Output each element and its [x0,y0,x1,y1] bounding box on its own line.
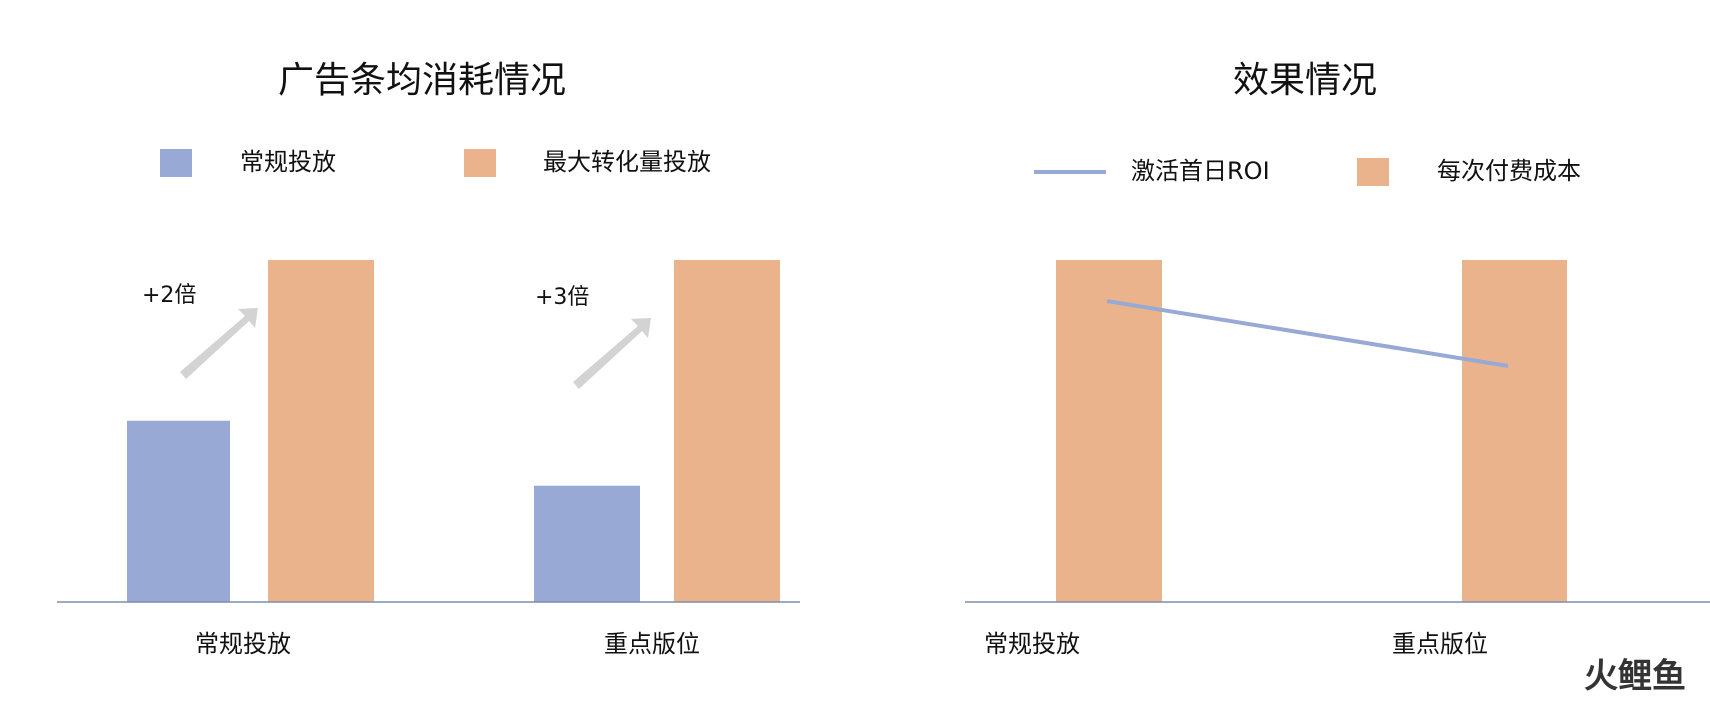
chart-title: 广告条均消耗情况 [278,60,566,101]
x-tick-label: 常规投放 [984,630,1080,658]
legend-swatch [160,149,192,177]
chart-title: 效果情况 [1233,60,1377,101]
x-tick-label: 重点版位 [604,630,700,658]
legend-label: 最大转化量投放 [543,148,711,176]
legend-label: 常规投放 [240,148,336,176]
bar [1056,260,1162,602]
arrow [180,308,258,379]
legend-swatch [1357,158,1389,186]
legend-label: 激活首日ROI [1131,157,1270,185]
bar [674,260,780,602]
arrow [573,318,651,389]
bar [127,420,230,602]
x-tick-label: 常规投放 [195,630,291,658]
line [1106,299,1509,368]
bar [268,260,374,602]
annotation: +2倍 [142,283,196,308]
legend-swatch [464,149,496,177]
arrows [180,308,651,389]
annotation: +3倍 [535,285,589,310]
bar [1462,260,1567,602]
legend-label: 每次付费成本 [1437,157,1581,185]
bar [534,485,640,602]
watermark: 火鲤鱼 [1584,657,1686,697]
x-tick-label: 重点版位 [1392,630,1488,658]
